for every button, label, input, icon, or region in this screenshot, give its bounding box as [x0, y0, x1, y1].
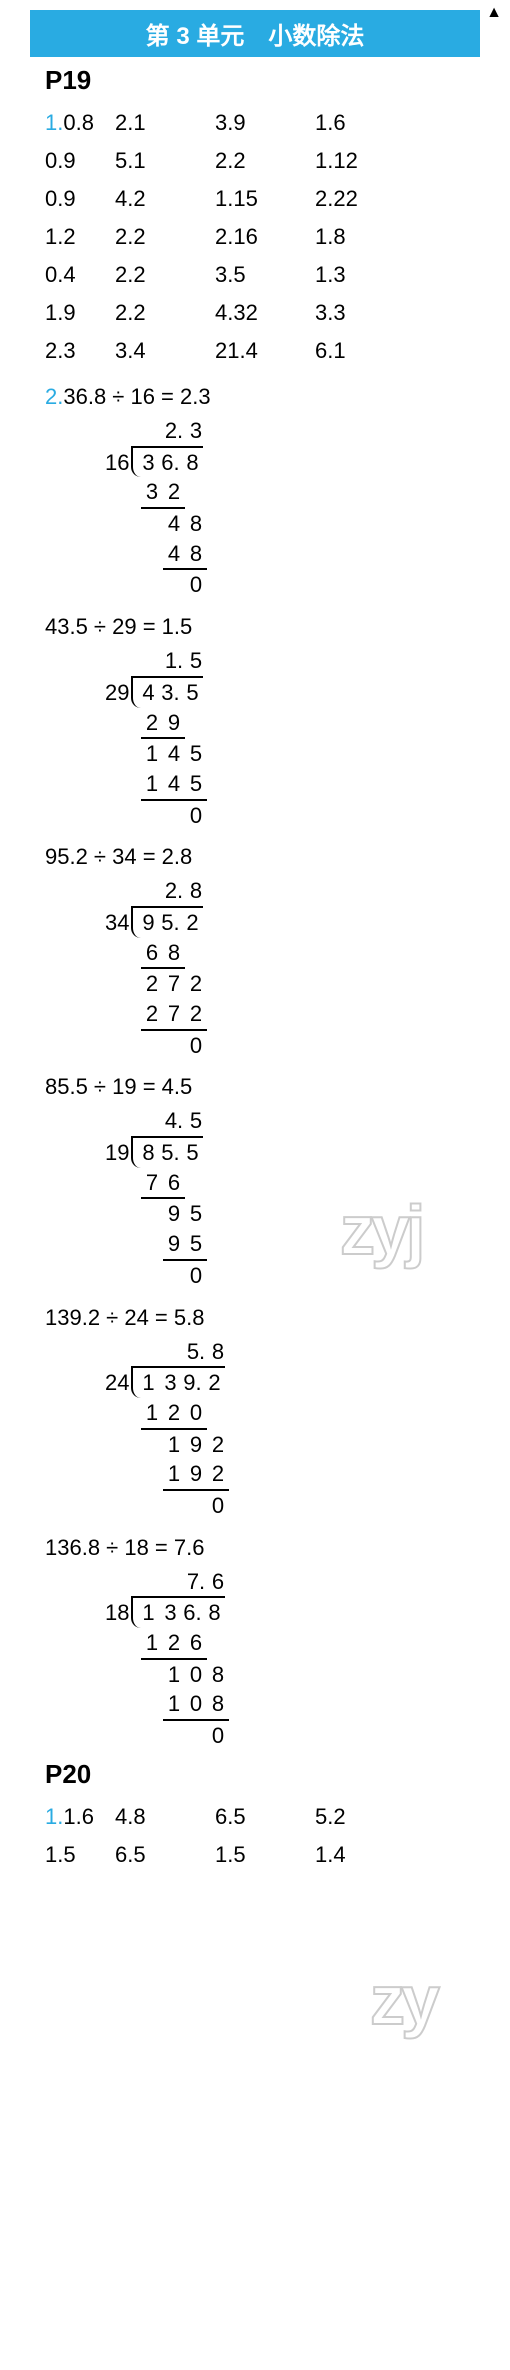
question-number: 1. — [45, 110, 63, 135]
content-area: P191.0.82.13.91.60.95.12.21.120.94.21.15… — [0, 65, 510, 1874]
cell: 1.15 — [215, 180, 315, 218]
long-division: 4.51985.57695950 — [105, 1106, 465, 1290]
cell: 1.5 — [215, 1836, 315, 1874]
table-row: 1.56.51.51.4 — [45, 1836, 415, 1874]
cell: 4.32 — [215, 294, 315, 332]
cell: 2.2 — [115, 218, 215, 256]
cell: 2.2 — [115, 294, 215, 332]
watermark: zy — [370, 1960, 436, 2040]
long-division: 1.52943.5291451450 — [105, 646, 465, 830]
unit-header: 第 3 单元 小数除法 — [30, 10, 480, 57]
cell: 1.2 — [45, 218, 115, 256]
cell: 0.9 — [45, 142, 115, 180]
long-division: 5.824139.21201921920 — [105, 1337, 465, 1521]
cell: 0.9 — [45, 180, 115, 218]
table-row: 1.92.24.323.3 — [45, 294, 415, 332]
cell: 2.3 — [45, 332, 115, 370]
cell: 1.12 — [315, 142, 415, 180]
cell: 2.2 — [115, 256, 215, 294]
question-number: 2. — [45, 384, 63, 409]
table-row: 0.95.12.21.12 — [45, 142, 415, 180]
table-row: 0.94.21.152.22 — [45, 180, 415, 218]
table-row: 2.33.421.46.1 — [45, 332, 415, 370]
page-label: P20 — [45, 1759, 465, 1790]
equation: 2.36.8 ÷ 16 = 2.3 — [45, 384, 465, 410]
cell: 1.4 — [315, 1836, 415, 1874]
cell: 3.9 — [215, 104, 315, 142]
cell: 3.3 — [315, 294, 415, 332]
cell: 6.5 — [115, 1836, 215, 1874]
cell: 1.9 — [45, 294, 115, 332]
cell: 1.3 — [315, 256, 415, 294]
answer-grid: 1.0.82.13.91.60.95.12.21.120.94.21.152.2… — [45, 104, 415, 370]
equation: 43.5 ÷ 29 = 1.5 — [45, 614, 465, 640]
long-division: 2.83495.2682722720 — [105, 876, 465, 1060]
long-division: 2.31636.83248480 — [105, 416, 465, 600]
page-label: P19 — [45, 65, 465, 96]
equation: 95.2 ÷ 34 = 2.8 — [45, 844, 465, 870]
cell: 2.2 — [215, 142, 315, 180]
cell: 4.2 — [115, 180, 215, 218]
cell: 6.1 — [315, 332, 415, 370]
equation: 139.2 ÷ 24 = 5.8 — [45, 1305, 465, 1331]
question-number: 1. — [45, 1804, 63, 1829]
table-row: 1.22.22.161.8 — [45, 218, 415, 256]
cell: 1.5 — [45, 1836, 115, 1874]
equation: 136.8 ÷ 18 = 7.6 — [45, 1535, 465, 1561]
cell: 2.1 — [115, 104, 215, 142]
logo-icon: ▲ — [486, 4, 502, 22]
cell: 1.8 — [315, 218, 415, 256]
table-row: 0.42.23.51.3 — [45, 256, 415, 294]
cell: 3.5 — [215, 256, 315, 294]
cell: 2.16 — [215, 218, 315, 256]
cell: 21.4 — [215, 332, 315, 370]
equation: 85.5 ÷ 19 = 4.5 — [45, 1074, 465, 1100]
table-row: 1.0.82.13.91.6 — [45, 104, 415, 142]
cell: 6.5 — [215, 1798, 315, 1836]
cell: 2.22 — [315, 180, 415, 218]
cell: 5.2 — [315, 1798, 415, 1836]
cell: 3.4 — [115, 332, 215, 370]
table-row: 1.1.64.86.55.2 — [45, 1798, 415, 1836]
cell: 5.1 — [115, 142, 215, 180]
cell: 0.4 — [45, 256, 115, 294]
cell: 1.6 — [315, 104, 415, 142]
long-division: 7.618136.81261081080 — [105, 1567, 465, 1751]
answer-grid: 1.1.64.86.55.21.56.51.51.4 — [45, 1798, 415, 1874]
cell: 4.8 — [115, 1798, 215, 1836]
